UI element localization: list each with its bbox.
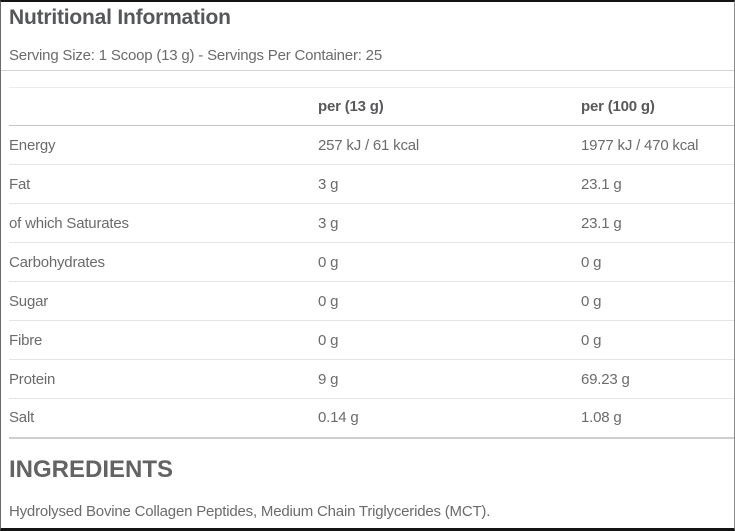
row-value-per-100g: 1.08 g [581, 409, 622, 427]
row-value-per-serving: 0 g [318, 253, 339, 271]
row-value-per-100g: 0 g [581, 292, 602, 310]
table-row: Sugar 0 g 0 g [9, 282, 734, 321]
row-value-per-serving: 257 kJ / 61 kcal [318, 136, 420, 154]
row-label: Energy [9, 136, 56, 154]
row-value-per-100g: 23.1 g [581, 214, 622, 232]
row-value-per-100g: 23.1 g [581, 175, 622, 193]
row-value-per-serving: 0.14 g [318, 409, 359, 427]
table-row: Energy 257 kJ / 61 kcal 1977 kJ / 470 kc… [9, 126, 734, 165]
table-row: Carbohydrates 0 g 0 g [9, 243, 734, 282]
ingredients-heading: INGREDIENTS [9, 455, 174, 483]
row-value-per-serving: 0 g [318, 292, 339, 310]
row-value-per-serving: 3 g [318, 214, 339, 232]
page-title: Nutritional Information [9, 6, 231, 29]
row-label: Salt [9, 409, 35, 427]
table-row: Salt 0.14 g 1.08 g [9, 399, 734, 438]
table-row: of which Saturates 3 g 23.1 g [9, 204, 734, 243]
row-value-per-serving: 0 g [318, 331, 339, 349]
row-label: of which Saturates [9, 214, 129, 232]
section-divider [1, 70, 734, 71]
nutrition-table: per (13 g) per (100 g) Energy 257 kJ / 6… [9, 87, 734, 439]
table-row: Fat 3 g 23.1 g [9, 165, 734, 204]
row-label: Fibre [9, 331, 43, 349]
ingredients-text: Hydrolysed Bovine Collagen Peptides, Med… [9, 502, 491, 520]
row-value-per-100g: 69.23 g [581, 370, 630, 388]
row-label: Carbohydrates [9, 253, 105, 271]
row-value-per-100g: 0 g [581, 253, 602, 271]
serving-info: Serving Size: 1 Scoop (13 g) - Servings … [9, 47, 382, 64]
row-value-per-serving: 9 g [318, 370, 339, 388]
row-label: Protein [9, 370, 56, 388]
column-header-nutrient [9, 88, 318, 126]
row-value-per-100g: 0 g [581, 331, 602, 349]
table-header-row: per (13 g) per (100 g) [9, 87, 734, 126]
row-label: Sugar [9, 292, 49, 310]
table-row: Fibre 0 g 0 g [9, 321, 734, 360]
row-label: Fat [9, 175, 31, 193]
row-value-per-serving: 3 g [318, 175, 339, 193]
table-row: Protein 9 g 69.23 g [9, 360, 734, 399]
row-value-per-100g: 1977 kJ / 470 kcal [581, 136, 699, 154]
column-header-per-serving: per (13 g) [318, 98, 384, 115]
column-header-per-100g: per (100 g) [581, 98, 655, 115]
